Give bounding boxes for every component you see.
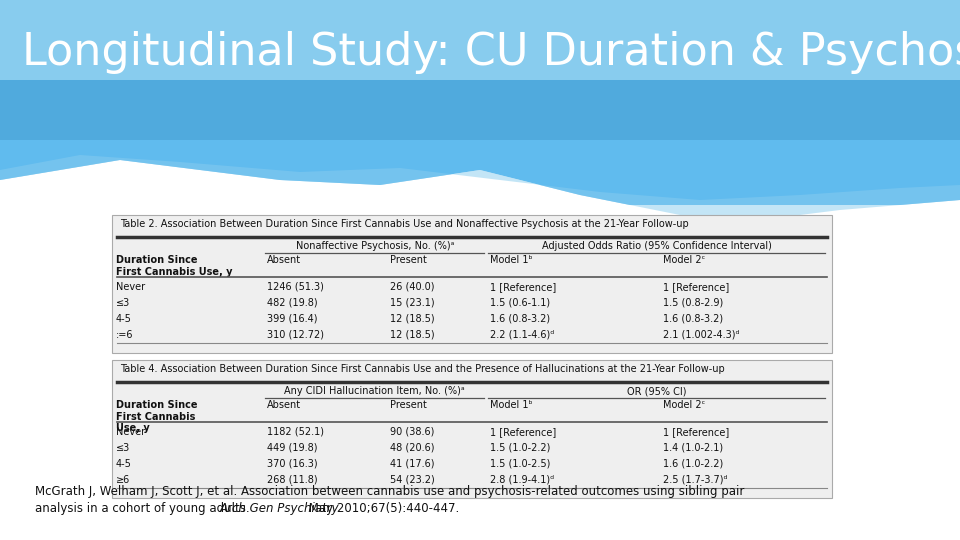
Text: 449 (19.8): 449 (19.8)	[267, 443, 318, 453]
Text: 26 (40.0): 26 (40.0)	[390, 281, 434, 292]
Text: Any CIDI Hallucination Item, No. (%)ᵃ: Any CIDI Hallucination Item, No. (%)ᵃ	[284, 386, 465, 396]
Text: 90 (38.6): 90 (38.6)	[390, 427, 434, 437]
Text: ≤3: ≤3	[116, 298, 131, 308]
Text: 4-5: 4-5	[116, 458, 132, 469]
Text: 1.5 (1.0-2.2): 1.5 (1.0-2.2)	[491, 443, 551, 453]
Text: 1.6 (0.8-3.2): 1.6 (0.8-3.2)	[491, 314, 550, 323]
Text: 1 [Reference]: 1 [Reference]	[491, 281, 557, 292]
Text: Adjusted Odds Ratio (95% Confidence Interval): Adjusted Odds Ratio (95% Confidence Inte…	[541, 241, 772, 251]
Text: 370 (16.3): 370 (16.3)	[267, 458, 318, 469]
Text: 2.8 (1.9-4.1)ᵈ: 2.8 (1.9-4.1)ᵈ	[491, 475, 555, 484]
Text: 1.5 (0.8-2.9): 1.5 (0.8-2.9)	[663, 298, 724, 308]
Text: Table 4. Association Between Duration Since First Cannabis Use and the Presence : Table 4. Association Between Duration Si…	[120, 364, 725, 374]
Text: 1.5 (1.0-2.5): 1.5 (1.0-2.5)	[491, 458, 551, 469]
Text: Model 2ᶜ: Model 2ᶜ	[663, 400, 706, 410]
Text: Absent: Absent	[267, 400, 301, 410]
Text: Present: Present	[390, 255, 426, 265]
Text: 482 (19.8): 482 (19.8)	[267, 298, 318, 308]
Text: ≥6: ≥6	[116, 475, 131, 484]
Bar	[0, 205, 960, 540]
Text: 1 [Reference]: 1 [Reference]	[663, 281, 730, 292]
Text: Never: Never	[116, 281, 145, 292]
Text: 1 [Reference]: 1 [Reference]	[663, 427, 730, 437]
Text: Arch Gen Psychiatry.: Arch Gen Psychiatry.	[219, 502, 342, 515]
Text: 15 (23.1): 15 (23.1)	[390, 298, 434, 308]
Text: 2.5 (1.7-3.7)ᵈ: 2.5 (1.7-3.7)ᵈ	[663, 475, 728, 484]
Text: Never: Never	[116, 427, 145, 437]
FancyBboxPatch shape	[112, 360, 832, 498]
Text: 399 (16.4): 399 (16.4)	[267, 314, 318, 323]
Text: Nonaffective Psychosis, No. (%)ᵃ: Nonaffective Psychosis, No. (%)ᵃ	[296, 241, 454, 251]
Bar	[0, 0, 960, 80]
FancyBboxPatch shape	[112, 215, 832, 353]
Text: Present: Present	[390, 400, 426, 410]
Text: 310 (12.72): 310 (12.72)	[267, 329, 324, 340]
Text: 1246 (51.3): 1246 (51.3)	[267, 281, 324, 292]
Text: Duration Since
First Cannabis Use, y: Duration Since First Cannabis Use, y	[116, 255, 232, 276]
Text: 48 (20.6): 48 (20.6)	[390, 443, 434, 453]
Text: Longitudinal Study: CU Duration & Psychosis: Longitudinal Study: CU Duration & Psycho…	[22, 30, 960, 73]
Text: Table 2. Association Between Duration Since First Cannabis Use and Nonaffective : Table 2. Association Between Duration Si…	[120, 219, 688, 229]
Text: 12 (18.5): 12 (18.5)	[390, 329, 434, 340]
Text: 1.6 (1.0-2.2): 1.6 (1.0-2.2)	[663, 458, 724, 469]
Text: Model 1ᵇ: Model 1ᵇ	[491, 255, 533, 265]
Text: Duration Since
First Cannabis
Use, y: Duration Since First Cannabis Use, y	[116, 400, 198, 433]
Text: Absent: Absent	[267, 255, 301, 265]
Text: 12 (18.5): 12 (18.5)	[390, 314, 434, 323]
Text: 54 (23.2): 54 (23.2)	[390, 475, 434, 484]
Text: OR (95% CI): OR (95% CI)	[627, 386, 686, 396]
Text: 2.2 (1.1-4.6)ᵈ: 2.2 (1.1-4.6)ᵈ	[491, 329, 555, 340]
Text: May 2010;67(5):440-447.: May 2010;67(5):440-447.	[304, 502, 459, 515]
Bar	[0, 0, 960, 140]
Text: 1.4 (1.0-2.1): 1.4 (1.0-2.1)	[663, 443, 723, 453]
Text: 1.6 (0.8-3.2): 1.6 (0.8-3.2)	[663, 314, 723, 323]
Text: 268 (11.8): 268 (11.8)	[267, 475, 318, 484]
Text: McGrath J, Welham J, Scott J, et al. Association between cannabis use and psycho: McGrath J, Welham J, Scott J, et al. Ass…	[35, 485, 744, 498]
Text: 1 [Reference]: 1 [Reference]	[491, 427, 557, 437]
Text: Model 1ᵇ: Model 1ᵇ	[491, 400, 533, 410]
Polygon shape	[0, 155, 960, 220]
Text: :=6: :=6	[116, 329, 133, 340]
Text: Model 2ᶜ: Model 2ᶜ	[663, 255, 706, 265]
Text: ≤3: ≤3	[116, 443, 131, 453]
Text: 4-5: 4-5	[116, 314, 132, 323]
Text: 2.1 (1.002-4.3)ᵈ: 2.1 (1.002-4.3)ᵈ	[663, 329, 740, 340]
Bar	[0, 0, 960, 210]
Text: 1.5 (0.6-1.1): 1.5 (0.6-1.1)	[491, 298, 550, 308]
Text: 1182 (52.1): 1182 (52.1)	[267, 427, 324, 437]
Polygon shape	[0, 160, 960, 220]
Text: analysis in a cohort of young adults.: analysis in a cohort of young adults.	[35, 502, 253, 515]
Text: 41 (17.6): 41 (17.6)	[390, 458, 434, 469]
